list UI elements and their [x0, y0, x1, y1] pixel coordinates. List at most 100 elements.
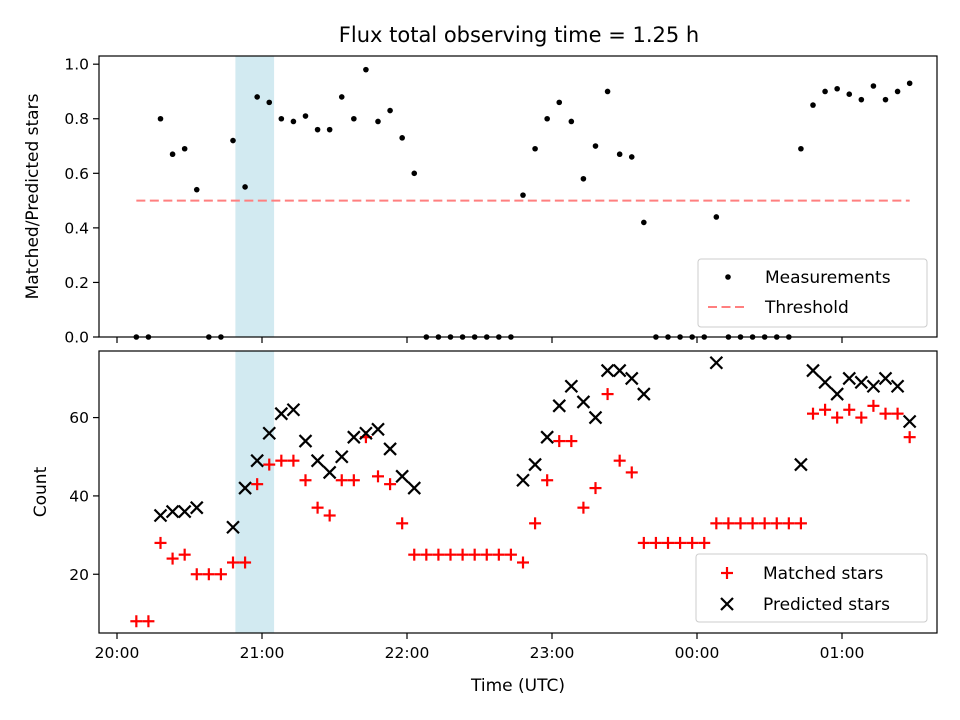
- measurement-point: [556, 99, 563, 106]
- predicted-star-point: [359, 426, 373, 441]
- bottom-panel-frame: [98, 350, 938, 634]
- matched-star-point: [831, 411, 844, 424]
- measurement-point: [290, 118, 297, 125]
- matched-star-point: [372, 470, 384, 483]
- predicted-star-point: [818, 375, 832, 390]
- matched-stars-points: [130, 388, 916, 628]
- measurement-point: [544, 115, 550, 122]
- predicted-star-point: [189, 500, 204, 515]
- measurement-point: [822, 88, 828, 95]
- measurement-point: [641, 219, 647, 226]
- top-panel-y-ticks: 0.0 0.2 0.4 0.6 0.8 1.0: [64, 56, 99, 347]
- bottom-panel-x-ticks: 20:00 21:00 22:00 23:00 00:00 01:00: [95, 633, 864, 662]
- measurement-point: [882, 96, 889, 103]
- predicted-star-point: [890, 379, 905, 394]
- matched-star-point: [492, 548, 505, 561]
- matched-star-point: [553, 435, 566, 448]
- predicted-stars-points: [153, 355, 917, 535]
- measurement-point: [592, 143, 599, 149]
- matched-star-point: [746, 517, 759, 530]
- bottom-panel-legend: Matched stars Predicted stars: [695, 553, 928, 623]
- matched-star-point: [625, 466, 638, 479]
- matched-star-point: [408, 548, 421, 561]
- measurement-point: [399, 135, 405, 141]
- matched-star-point: [734, 517, 747, 530]
- matched-star-point: [843, 403, 856, 416]
- top-panel-legend: Measurements Threshold: [697, 258, 928, 328]
- matched-star-point: [698, 536, 711, 549]
- measurement-point: [870, 83, 877, 89]
- predicted-star-point: [794, 457, 808, 472]
- top-panel-x-tick-marks: [116, 337, 843, 343]
- matched-star-point: [710, 517, 723, 530]
- predicted-star-point: [407, 481, 422, 495]
- measurement-point: [230, 137, 236, 144]
- measurement-points: [133, 66, 913, 340]
- measurement-point: [181, 145, 188, 152]
- legend-matched-marker: [721, 567, 733, 579]
- bottom-ytick-label: 60: [69, 409, 89, 427]
- measurement-point: [858, 96, 865, 103]
- measurement-point: [846, 91, 853, 97]
- measurement-point: [266, 99, 273, 106]
- matched-star-point: [335, 474, 348, 487]
- matched-star-point: [686, 536, 699, 549]
- predicted-star-point: [516, 473, 530, 488]
- matched-star-point: [251, 478, 264, 491]
- predicted-star-point: [395, 469, 409, 484]
- predicted-star-point: [806, 363, 820, 378]
- matched-star-point: [444, 548, 457, 561]
- predicted-star-point: [854, 375, 869, 390]
- measurement-point: [628, 154, 635, 160]
- measurement-point: [411, 170, 418, 177]
- bottom-panel-xlabel: Time (UTC): [470, 676, 565, 696]
- predicted-star-point: [310, 453, 325, 468]
- matched-star-point: [154, 536, 167, 549]
- legend-measurements-label: Measurements: [765, 268, 891, 288]
- top-panel-ratio: 0.0 0.2 0.4 0.6 0.8 1.0 Matched/Predicted sta…: [23, 55, 938, 347]
- bottom-xtick-label: 22:00: [385, 644, 430, 662]
- matched-star-point: [227, 556, 239, 569]
- predicted-star-point: [286, 402, 301, 417]
- measurement-point: [254, 94, 260, 100]
- legend-matched-label: Matched stars: [763, 564, 883, 584]
- matched-star-point: [662, 536, 674, 549]
- top-ytick-label: 1.0: [64, 56, 89, 74]
- matched-star-point: [807, 407, 819, 420]
- matched-star-point: [867, 399, 880, 412]
- bottom-xtick-label: 20:00: [95, 644, 140, 662]
- predicted-star-point: [528, 457, 542, 472]
- bottom-legend-box: [695, 553, 928, 623]
- matched-star-point: [565, 435, 578, 448]
- matched-star-point: [287, 454, 300, 467]
- legend-matched-plus: [721, 567, 733, 579]
- bottom-xtick-label: 00:00: [675, 644, 720, 662]
- matched-star-point: [456, 548, 469, 561]
- matched-star-point: [384, 478, 397, 491]
- matched-star-point: [855, 411, 868, 424]
- matched-star-point: [396, 517, 409, 530]
- predicted-star-point: [238, 481, 252, 495]
- matched-star-point: [275, 454, 288, 467]
- matched-star-point: [613, 454, 626, 467]
- measurement-point: [278, 115, 285, 122]
- matched-star-point: [674, 536, 687, 549]
- matched-star-point: [517, 556, 529, 569]
- predicted-star-point: [637, 387, 651, 401]
- measurement-point: [242, 184, 248, 190]
- predicted-star-point: [250, 453, 264, 468]
- bottom-ytick-label: 20: [69, 566, 89, 584]
- bottom-xtick-label: 23:00: [530, 644, 575, 662]
- measurement-point: [894, 88, 901, 95]
- predicted-star-point: [298, 434, 313, 448]
- predicted-star-point: [842, 371, 857, 386]
- matched-star-point: [758, 517, 771, 530]
- matched-star-point: [190, 568, 203, 581]
- matched-star-point: [577, 501, 590, 514]
- matched-star-point: [903, 431, 916, 444]
- top-ytick-label: 0.8: [64, 110, 89, 128]
- top-ytick-label: 0.6: [64, 165, 89, 183]
- legend-threshold-label: Threshold: [764, 298, 849, 318]
- predicted-star-point: [709, 355, 724, 370]
